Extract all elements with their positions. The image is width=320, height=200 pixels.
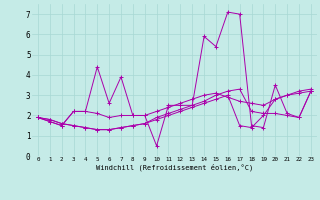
- X-axis label: Windchill (Refroidissement éolien,°C): Windchill (Refroidissement éolien,°C): [96, 164, 253, 171]
